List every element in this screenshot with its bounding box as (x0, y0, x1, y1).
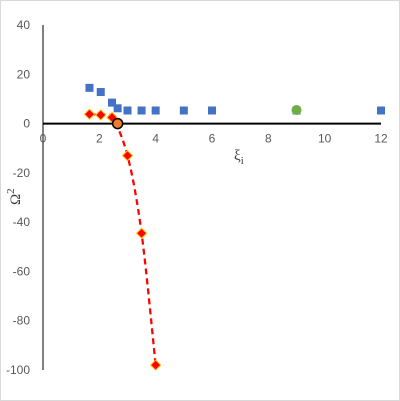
data-point-square (96, 88, 105, 97)
series-layer (83, 83, 385, 371)
x-axis-title-main: ξ (234, 148, 241, 164)
x-axis-title: ξi (234, 148, 244, 167)
data-point-square (85, 83, 94, 92)
data-point-diamond (149, 359, 162, 371)
series-2 (83, 108, 162, 371)
axes (42, 25, 381, 370)
tick-labels: 0 2 4 6 8 10 12 40 20 0 -20 -40 -60 -80 -100 (6, 18, 388, 377)
data-point-diamond (95, 109, 107, 121)
data-point-circle (111, 117, 124, 130)
x-tick-label: 12 (374, 132, 388, 146)
y-tick-label: 20 (17, 67, 31, 81)
series-1 (85, 83, 385, 115)
x-tick-label: 8 (265, 132, 272, 146)
data-point-square (179, 106, 188, 115)
x-tick-label: 10 (318, 132, 332, 146)
data-point-square (137, 106, 146, 115)
x-tick-label: 0 (40, 132, 47, 146)
y-axis-title-sup: 2 (5, 188, 17, 194)
y-tick-label: -60 (13, 264, 31, 278)
series-3 (291, 105, 302, 116)
data-point-square (377, 106, 385, 115)
data-point-square (108, 98, 117, 107)
x-tick-label: 4 (152, 132, 159, 146)
y-tick-label: -20 (13, 166, 31, 180)
axis-titles: ξi Ω2 (5, 148, 244, 205)
y-axis-title: Ω2 (5, 188, 24, 205)
y-tick-label: -100 (6, 363, 30, 377)
y-tick-label: 40 (17, 18, 31, 32)
x-tick-label: 2 (96, 132, 103, 146)
y-tick-label: -40 (13, 215, 31, 229)
x-tick-label: 6 (209, 132, 216, 146)
data-point-circle (291, 105, 302, 116)
data-point-diamond (121, 149, 134, 162)
series-line-dashed (89, 112, 157, 366)
data-point-square (208, 106, 216, 115)
y-axis-title-main: Ω (8, 194, 24, 205)
data-point-square (151, 106, 160, 115)
y-tick-label: 0 (23, 117, 30, 131)
data-point-diamond (135, 227, 148, 239)
data-point-diamond (83, 108, 96, 120)
y-tick-label: -80 (13, 314, 31, 328)
data-point-square (123, 106, 132, 115)
series-4 (111, 117, 124, 130)
x-axis-title-sub: i (241, 155, 244, 167)
data-point-square (113, 104, 122, 113)
